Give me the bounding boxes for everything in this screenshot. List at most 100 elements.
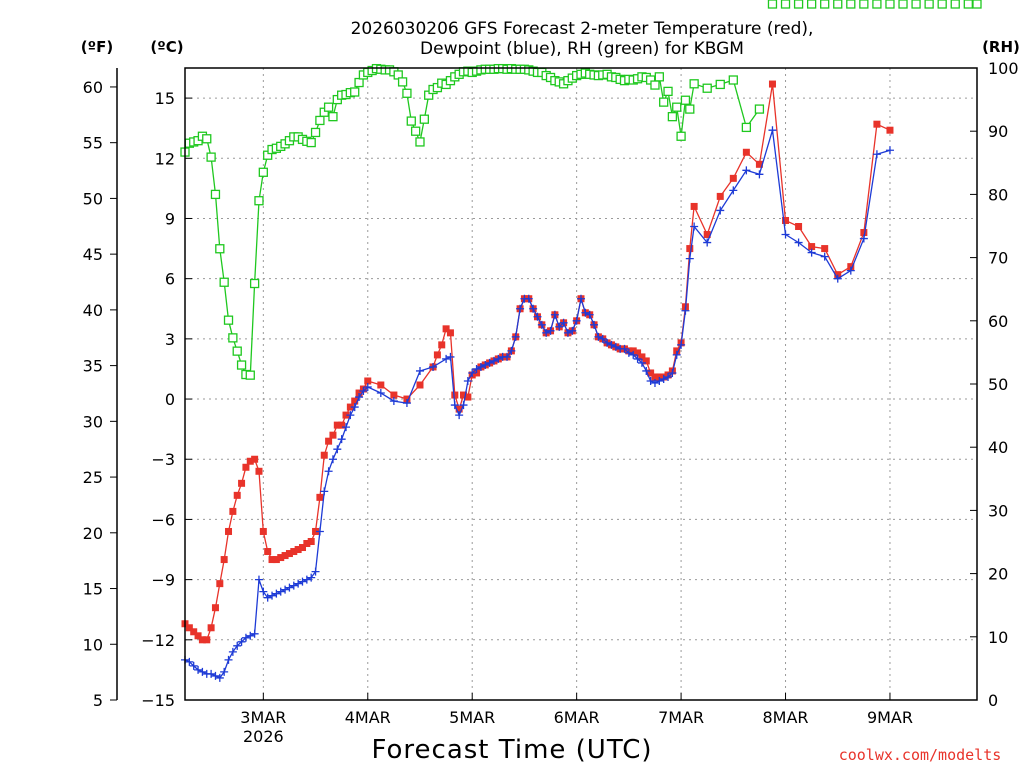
rh-point — [654, 72, 664, 82]
rh-point — [680, 95, 691, 105]
temperature-point — [390, 391, 398, 399]
dewpoint-point — [342, 423, 351, 432]
dewpoint-point — [563, 328, 572, 337]
dewpoint-point — [211, 671, 220, 680]
dewpoint-point — [220, 667, 229, 676]
rh-tick-label: 50 — [988, 375, 1008, 394]
dewpoint-point — [281, 585, 290, 594]
dewpoint-point — [624, 348, 633, 357]
fahrenheit-tick-label: 40 — [83, 301, 103, 320]
dewpoint-point — [198, 667, 207, 676]
dewpoint-point — [633, 354, 642, 363]
celsius-tick-label: −15 — [141, 691, 175, 710]
dewpoint-point — [681, 306, 690, 315]
temperature-point — [768, 80, 776, 88]
dewpoint-point — [294, 579, 303, 588]
rh-point — [859, 0, 869, 9]
dewpoint-point — [315, 527, 324, 536]
rh-point — [780, 0, 791, 9]
dewpoint-point — [481, 360, 490, 369]
rh-point — [219, 277, 229, 287]
temperature-point — [329, 431, 337, 439]
x-tick-label: 9MAR — [867, 708, 913, 727]
temperature-point — [729, 174, 737, 182]
temperature-point — [233, 491, 241, 499]
dewpoint-point — [289, 581, 298, 590]
fahrenheit-tick-label: 15 — [83, 580, 103, 599]
temperature-point — [442, 325, 450, 333]
temperature-point — [651, 373, 659, 381]
dewpoint-point — [781, 230, 790, 239]
dewpoint-point — [677, 340, 686, 349]
rh-tick-label: 60 — [988, 312, 1008, 331]
dewpoint-point — [729, 186, 738, 195]
rh-point — [659, 97, 669, 107]
temperature-point — [238, 479, 246, 487]
dewpoint-point — [529, 304, 538, 313]
temperature-point — [259, 527, 267, 535]
dewpoint-point — [620, 344, 629, 353]
dewpoint-point — [507, 346, 516, 355]
dewpoint-point — [346, 411, 355, 420]
rh-tick-label: 70 — [988, 249, 1008, 268]
rh-tick-label: 40 — [988, 438, 1008, 457]
temperature-point — [742, 148, 750, 156]
rh-point — [793, 0, 804, 9]
temperature-point — [320, 451, 328, 459]
celsius-tick-label: 6 — [165, 270, 175, 289]
rh-point — [663, 86, 673, 97]
temperature-point — [377, 381, 385, 389]
fahrenheit-tick-label: 20 — [83, 524, 103, 543]
temperature-point — [303, 540, 311, 548]
rh-point — [972, 0, 982, 9]
rh-point — [249, 278, 260, 289]
dewpoint-point — [590, 320, 599, 329]
rh-point — [215, 244, 225, 254]
rh-tick-label: 80 — [988, 185, 1008, 204]
temperature-point — [821, 245, 829, 253]
dewpoint-point — [228, 647, 237, 656]
temperature-point — [225, 527, 233, 535]
dewpoint-point — [768, 126, 777, 135]
dewpoint-point — [246, 631, 255, 640]
dewpoint-point — [568, 326, 577, 335]
dewpoint-point — [672, 350, 681, 359]
gridlines — [185, 68, 977, 700]
dewpoint-point — [285, 583, 294, 592]
dewpoint-point — [664, 372, 673, 381]
dewpoint-point — [363, 383, 372, 392]
temperature-point — [638, 353, 646, 361]
temperature-point — [281, 552, 289, 560]
dewpoint-point — [885, 146, 894, 155]
dewpoint-point — [629, 350, 638, 359]
dewpoint-point — [594, 332, 603, 341]
temperature-point — [642, 357, 650, 365]
dewpoint-point — [524, 294, 533, 303]
x-tick-label: 7MAR — [658, 708, 704, 727]
rh-point — [328, 112, 338, 122]
rh-tick-label: 90 — [988, 122, 1008, 141]
temperature-point — [860, 229, 868, 237]
rh-point — [406, 116, 416, 126]
fahrenheit-tick-label: 35 — [83, 357, 103, 376]
dewpoint-point — [559, 318, 568, 327]
dewpoint-point — [820, 252, 829, 261]
dewpoint-point — [542, 328, 551, 337]
dewpoint-point — [189, 661, 198, 670]
temperature-point — [298, 544, 306, 552]
rh-point — [402, 88, 412, 98]
temperature-point — [634, 349, 642, 357]
fahrenheit-unit-label: (ºF) — [81, 38, 113, 56]
rh-point — [911, 0, 921, 9]
temperature-point — [307, 537, 315, 545]
dewpoint-point — [577, 294, 585, 303]
dewpoint-point — [650, 378, 659, 387]
temperature-point — [203, 636, 211, 644]
fahrenheit-tick-label: 45 — [83, 245, 103, 264]
rh-point — [672, 102, 682, 112]
x-tick-label: 6MAR — [554, 708, 600, 727]
rh-point — [806, 0, 817, 9]
fahrenheit-tick-label: 50 — [83, 189, 103, 208]
rh-point — [741, 122, 752, 133]
